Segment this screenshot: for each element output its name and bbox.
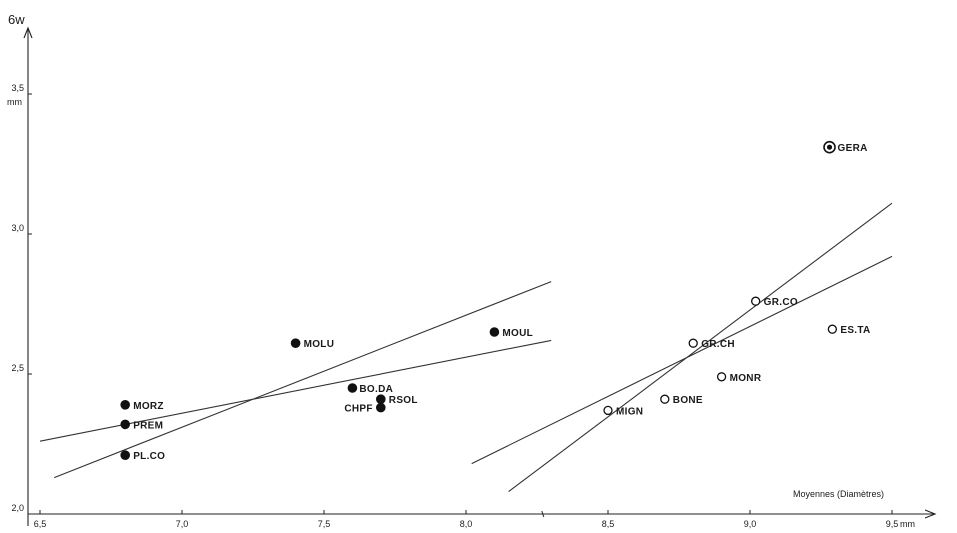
data-point — [290, 338, 301, 349]
y-axis-arrow — [23, 26, 33, 39]
x-axis-break-mark — [541, 510, 545, 518]
data-point-center — [826, 144, 833, 150]
data-point — [120, 400, 130, 410]
data-points — [120, 140, 838, 461]
data-point — [120, 450, 130, 461]
data-point — [376, 394, 386, 405]
data-point — [751, 296, 761, 306]
point-label: BONE — [673, 395, 703, 406]
data-point — [688, 338, 698, 348]
data-point — [347, 383, 358, 393]
fit-line-series-1-1 — [508, 202, 893, 493]
fit-line-series-1-0 — [471, 255, 893, 465]
fit-line-series-0-1 — [53, 281, 552, 479]
x-tick-label: 8,0 — [460, 519, 473, 529]
x-tick-label: 8,5 — [602, 519, 615, 529]
x-tick-label: 9,0 — [744, 519, 757, 529]
data-point — [603, 405, 613, 416]
point-label: MONR — [730, 373, 762, 384]
x-axis-arrow — [924, 509, 937, 519]
y-axis-title: 6w — [8, 12, 25, 27]
y-tick-label: 3,5 — [11, 83, 24, 93]
data-point — [827, 324, 838, 334]
x-axis-unit: mm — [900, 519, 915, 529]
point-label: PREM — [133, 420, 163, 431]
y-tick-label: 2,0 — [11, 503, 24, 513]
point-label: MOLU — [304, 339, 335, 350]
x-tick-label: 6,5 — [34, 519, 47, 529]
data-point — [489, 327, 500, 337]
data-point — [376, 402, 386, 413]
point-label: GERA — [838, 143, 868, 154]
point-label: BO.DA — [359, 384, 393, 395]
x-tick-label: 9,5 — [886, 519, 899, 529]
point-label: GR.CH — [701, 339, 735, 350]
axes: 6,5 7,0 7,5 8,0 8,5 9,0 9,5 2,0 2,5 3,0 3,5 6w mm Moy… — [7, 12, 937, 529]
point-label: CHPF — [344, 404, 372, 415]
x-tick-label: 7,5 — [318, 519, 331, 529]
data-point — [716, 372, 727, 382]
point-label: MOUL — [502, 328, 533, 339]
point-label: ES.TA — [840, 325, 870, 336]
y-tick-label: 2,5 — [11, 363, 24, 373]
x-axis-title: Moyennes (Diamètres) — [793, 489, 884, 499]
point-label: GR.CO — [764, 297, 798, 308]
fit-lines — [39, 202, 893, 493]
point-label: RSOL — [389, 395, 418, 406]
point-label: MORZ — [133, 401, 164, 412]
y-axis-unit: mm — [7, 97, 22, 107]
x-tick-label: 7,0 — [176, 519, 189, 529]
point-label: PL.CO — [133, 451, 165, 462]
point-label: MIGN — [616, 406, 643, 417]
data-point — [660, 394, 670, 404]
data-point — [120, 419, 130, 430]
y-tick-label: 3,0 — [11, 223, 24, 233]
fit-line-series-0-0 — [39, 339, 552, 442]
